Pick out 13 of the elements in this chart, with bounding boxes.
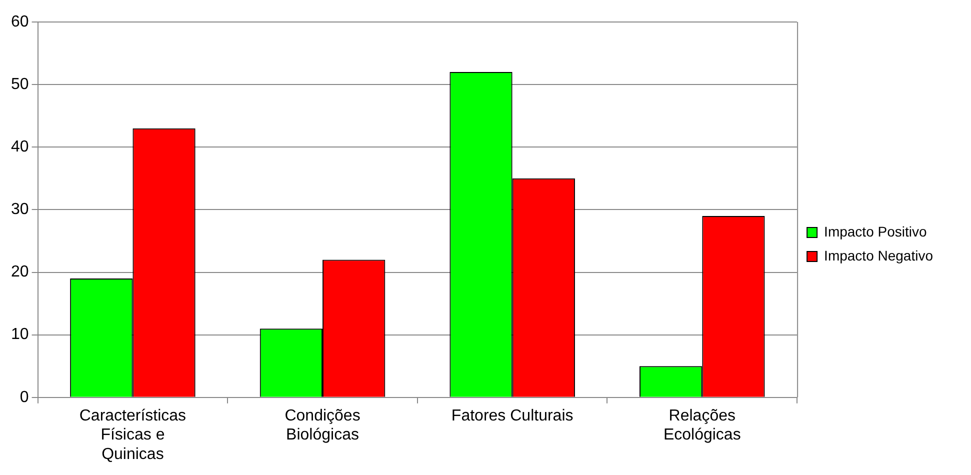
x-tick-label: Características Físicas e Quinicas <box>79 407 186 463</box>
y-tick-label: 0 <box>20 388 29 406</box>
x-tick-label: Condições Biológicas <box>284 407 360 444</box>
y-tick-label: 40 <box>11 138 29 156</box>
x-tick-label: Fatores Culturais <box>451 407 574 424</box>
y-tick-label: 30 <box>11 201 29 218</box>
legend-label: Impacto Negativo <box>824 247 934 264</box>
y-tick-label: 10 <box>11 326 29 344</box>
y-tick-label: 50 <box>11 76 29 93</box>
y-tick-label: 20 <box>11 264 29 281</box>
legend-label: Impacto Positivo <box>824 223 927 240</box>
x-tick-label: Relações Ecológicas <box>663 407 741 444</box>
y-tick-label: 60 <box>11 13 29 30</box>
